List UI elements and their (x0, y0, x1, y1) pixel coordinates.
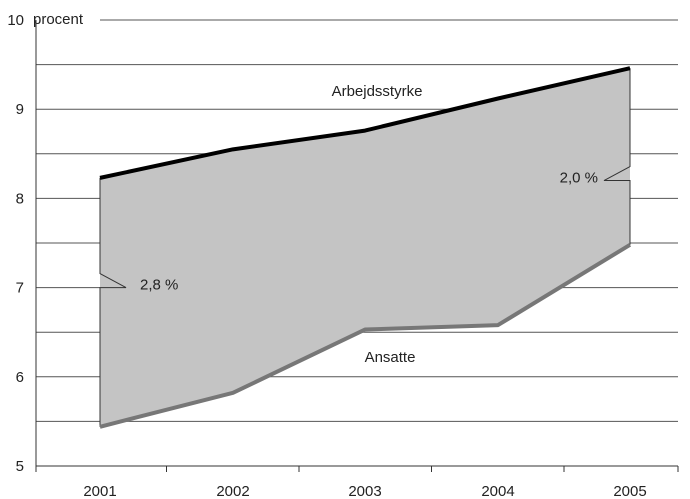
series-label-ansatte: Ansatte (365, 349, 416, 366)
y-tick-label: 10 (7, 12, 24, 29)
axes (35, 20, 679, 472)
gap-annotation: 2,8 % (140, 277, 178, 294)
series-lines (99, 66, 632, 429)
labels: 5 6 7 8 9 10 2001 2002 2003 2004 2005 2,8 % 2,0 % Arb… (7, 12, 646, 499)
x-tick-label: 2002 (216, 483, 249, 499)
y-tick-label: 6 (16, 369, 24, 386)
x-tick-label: 2004 (481, 483, 514, 499)
gap-fill (100, 68, 630, 427)
y-tick-label: 7 (16, 280, 24, 297)
gap-area (100, 68, 630, 427)
y-tick-label: 5 (16, 458, 24, 475)
gap-bracket (603, 68, 631, 245)
x-tick-label: 2001 (83, 483, 116, 499)
gap-annotation: 2,0 % (560, 170, 598, 187)
x-tick-label: 2005 (613, 483, 646, 499)
x-tick-label: 2003 (348, 483, 381, 499)
gap-bracket (99, 177, 127, 427)
y-tick-label: 8 (16, 190, 24, 207)
y-unit-label: procent (33, 11, 84, 28)
y-tick-label: 9 (16, 101, 24, 118)
series-label-arbejdsstyrke: Arbejdsstyrke (332, 83, 423, 100)
